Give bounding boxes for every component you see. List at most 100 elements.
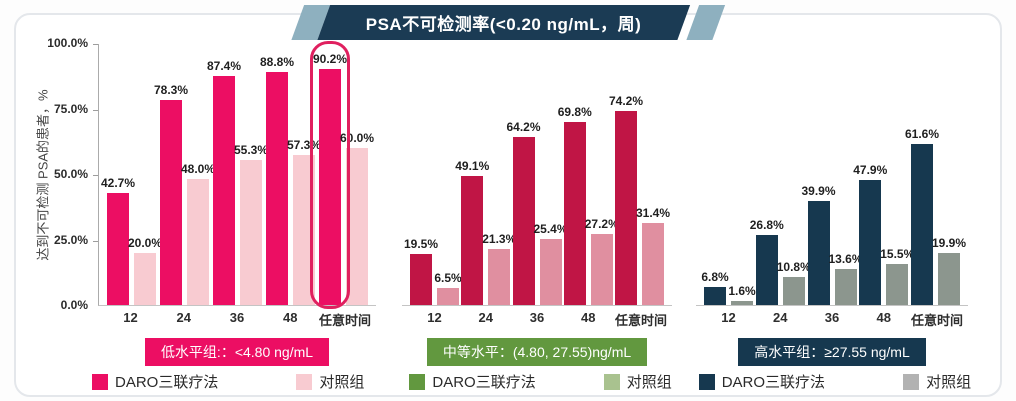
- x-label-任意时间: 任意时间: [615, 313, 668, 328]
- legend-item-4: DARO三联疗法: [698, 371, 826, 392]
- panel-mid-level: 19.5% 6.5% 49.1% 21.3% 64.2% 25.4% 69.8% 27.2% 7…: [402, 44, 672, 366]
- bar-group-24: 26.8% 10.8%: [750, 218, 811, 305]
- x-label-任意时间: 任意时间: [911, 313, 964, 328]
- bar-high-level-36-daro: 39.9%: [801, 184, 836, 305]
- panel-low-level: 42.7% 20.0% 78.3% 48.0% 87.4% 55.3% 88.8% 57.3%…: [98, 41, 376, 366]
- bar-value-label: 78.3%: [153, 82, 189, 97]
- bar-low-level-24-daro: 78.3%: [154, 83, 188, 305]
- y-axis-title: 达到不可检测 PSA的患者，%: [35, 89, 51, 261]
- bar-value-label: 47.9%: [853, 162, 888, 177]
- bar-group-任意时间: 90.2% 60.0%: [310, 41, 374, 309]
- bar-group-24: 49.1% 21.3%: [455, 159, 516, 305]
- bar-low-level-36-daro: 87.4%: [207, 59, 241, 305]
- title-banner: PSA不可检测率(<0.20 ng/mL，周): [291, 5, 725, 40]
- x-axis-labels: 12 24 36 48 任意时间: [98, 310, 376, 329]
- bar-high-level-24-daro: 26.8%: [750, 218, 784, 305]
- bar-mid-level-12-control: 6.5%: [434, 271, 462, 305]
- x-axis-labels: 12 24 36 48 任意时间: [696, 310, 968, 329]
- bar-mid-level-36-daro: 64.2%: [506, 120, 541, 305]
- bar-high-level-24-control: 10.8%: [777, 260, 811, 305]
- bar-mid-level-任意时间-daro: 74.2%: [609, 94, 643, 305]
- bar-group-12: 42.7% 20.0%: [101, 176, 162, 305]
- y-tick-25: 25.0%: [53, 232, 88, 247]
- x-label-12: 12: [721, 310, 736, 325]
- bar-value-label: 55.3%: [233, 143, 269, 158]
- bar-value-label: 13.6%: [828, 252, 863, 267]
- legend-swatch: [698, 373, 715, 390]
- x-label-24: 24: [773, 310, 788, 325]
- legend-label: 对照组: [926, 374, 972, 391]
- legend-item-5: 对照组: [903, 371, 971, 392]
- x-label-48: 48: [283, 310, 298, 325]
- banner-body: PSA不可检测率(<0.20 ng/mL，周): [317, 5, 690, 40]
- bar-high-level-任意时间-daro: 61.6%: [905, 127, 939, 305]
- group-label-wrap: 高水平组：≥27.55 ng/mL: [696, 338, 968, 366]
- y-tick-0: 0.0%: [60, 298, 88, 312]
- bar-mid-level-任意时间-control: 31.4%: [636, 206, 670, 305]
- bar-mid-level-24-control: 21.3%: [482, 232, 516, 305]
- group-label-wrap: 低水平组:：<4.80 ng/mL: [98, 338, 376, 366]
- legend-label: 对照组: [319, 374, 365, 391]
- y-tickmark: [93, 109, 98, 111]
- bar-value-label: 87.4%: [206, 59, 242, 73]
- bar-value-label: 31.4%: [635, 205, 671, 220]
- panels-container: 42.7% 20.0% 78.3% 48.0% 87.4% 55.3% 88.8% 57.3%…: [98, 41, 968, 366]
- bar-value-label: 42.7%: [100, 176, 136, 191]
- bar-group-36: 87.4% 55.3%: [207, 59, 268, 305]
- bar-value-label: 25.4%: [533, 221, 568, 236]
- legend-swatch: [296, 373, 313, 390]
- bar-value-label: 60.0%: [339, 130, 375, 145]
- x-label-36: 36: [824, 310, 840, 325]
- x-axis-labels: 12 24 36 48 任意时间: [402, 310, 672, 329]
- legend-label: DARO三联疗法: [721, 374, 826, 391]
- bar-value-label: 19.9%: [931, 235, 967, 250]
- plot-area-low-level: 42.7% 20.0% 78.3% 48.0% 87.4% 55.3% 88.8% 57.3%…: [98, 41, 376, 309]
- bar-high-level-任意时间-control: 19.9%: [932, 236, 966, 305]
- x-label-任意时间: 任意时间: [319, 313, 372, 328]
- bar-group-48: 69.8% 27.2%: [558, 105, 619, 305]
- legend-item-0: DARO三联疗法: [92, 371, 218, 392]
- bar-value-label: 39.9%: [801, 183, 836, 198]
- bar-value-label: 88.8%: [259, 55, 295, 70]
- legend-label: 对照组: [626, 374, 672, 391]
- bar-value-label: 21.3%: [482, 232, 517, 247]
- bar-high-level-48-daro: 47.9%: [853, 163, 887, 305]
- legend-item-1: 对照组: [296, 371, 364, 392]
- bar-value-label: 49.1%: [455, 159, 490, 174]
- y-tick-50: 50.0%: [53, 167, 88, 181]
- legend-item-2: DARO三联疗法: [409, 371, 536, 392]
- bar-group-24: 78.3% 48.0%: [154, 83, 215, 305]
- bar-high-level-12-control: 1.6%: [728, 284, 756, 305]
- bar-high-level-48-control: 15.5%: [880, 247, 914, 305]
- legend-item-3: 对照组: [603, 371, 672, 392]
- bar-value-label: 19.5%: [403, 236, 439, 251]
- bar-group-任意时间: 74.2% 31.4%: [609, 94, 670, 305]
- bar-value-label: 6.5%: [434, 271, 462, 285]
- x-label-24: 24: [478, 310, 493, 325]
- y-tickmark: [93, 175, 98, 176]
- y-tickmark: [93, 44, 98, 45]
- bar-low-level-任意时间-daro: 90.2%: [313, 52, 347, 305]
- bar-group-12: 19.5% 6.5%: [404, 237, 462, 305]
- bar-high-level-12-daro: 6.8%: [701, 270, 729, 305]
- bar-group-48: 47.9% 15.5%: [853, 163, 914, 305]
- bar-value-label: 57.3%: [286, 137, 322, 152]
- legend-swatch: [409, 373, 426, 390]
- bar-value-label: 10.8%: [776, 259, 811, 274]
- bar-value-label: 20.0%: [127, 235, 163, 250]
- group-label-high-level: 高水平组：≥27.55 ng/mL: [738, 338, 926, 366]
- bar-group-48: 88.8% 57.3%: [260, 55, 321, 305]
- bar-low-level-48-control: 57.3%: [287, 138, 321, 305]
- bar-low-level-24-control: 48.0%: [181, 162, 215, 305]
- bar-value-label: 64.2%: [506, 119, 541, 134]
- legend-swatch: [92, 373, 108, 390]
- bar-value-label: 69.8%: [557, 105, 592, 120]
- chart-title: PSA不可检测率(<0.20 ng/mL，周): [365, 15, 642, 34]
- bar-group-36: 39.9% 13.6%: [801, 184, 863, 305]
- chart-row: 达到不可检测 PSA的患者，% 100.0% 75.0% 50.0% 25.0%…: [30, 36, 968, 366]
- bar-low-level-12-daro: 42.7%: [101, 176, 135, 305]
- bar-low-level-36-control: 55.3%: [234, 143, 268, 305]
- bar-value-label: 61.6%: [904, 126, 940, 141]
- bar-value-label: 15.5%: [880, 247, 915, 262]
